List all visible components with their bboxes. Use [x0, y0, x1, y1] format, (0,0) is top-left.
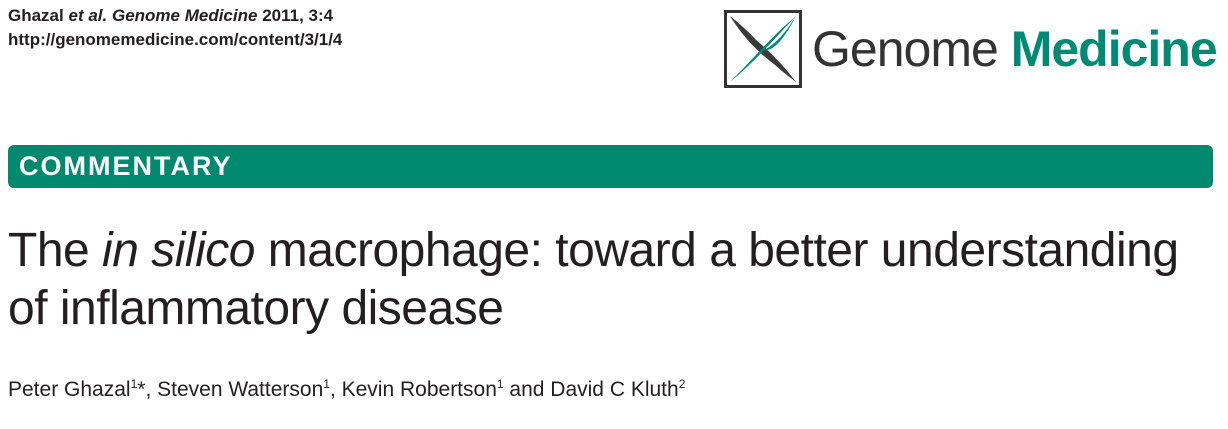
article-type-label: COMMENTARY — [19, 151, 233, 181]
journal-name: Genome Medicine — [812, 19, 1218, 79]
title-part2: macrophage: toward a better understandin… — [8, 224, 1179, 335]
author-list: Peter Ghazal1*, Steven Watterson1, Kevin… — [8, 376, 685, 404]
author-affiliation: 2 — [678, 377, 686, 391]
citation-et-al: et al. — [68, 6, 108, 25]
author-name[interactable]: Peter Ghazal — [8, 378, 131, 401]
citation-header: Ghazal et al. Genome Medicine 2011, 3:4 … — [8, 4, 342, 52]
article-type-banner: COMMENTARY — [8, 145, 1213, 188]
journal-name-word2: Medicine — [1010, 21, 1218, 77]
citation-year-volume: 2011, 3:4 — [262, 6, 334, 25]
title-italic: in silico — [102, 224, 255, 277]
corresponding-mark: * — [137, 378, 146, 401]
author-separator: and — [503, 378, 551, 401]
journal-logo: Genome Medicine — [724, 10, 1218, 88]
author-name[interactable]: Kevin Robertson — [341, 378, 497, 401]
title-part1: The — [8, 224, 103, 277]
author-affiliation: 1 — [496, 377, 504, 391]
author-separator: , — [145, 378, 158, 401]
author-separator: , — [329, 378, 342, 401]
journal-name-word1: Genome — [812, 21, 999, 77]
author-affiliation: 1 — [323, 377, 330, 391]
author-name[interactable]: David C Kluth — [550, 378, 679, 401]
citation-url[interactable]: http://genomemedicine.com/content/3/1/4 — [8, 30, 343, 49]
article-title: The in silico macrophage: toward a bette… — [8, 222, 1208, 338]
author-name[interactable]: Steven Watterson — [157, 378, 324, 401]
citation-author: Ghazal — [8, 6, 64, 25]
citation-journal: Genome Medicine — [111, 6, 258, 25]
citation-line: Ghazal et al. Genome Medicine 2011, 3:4 — [8, 4, 342, 28]
genome-medicine-logo-icon — [724, 10, 802, 88]
author-affiliation: 1 — [130, 377, 138, 391]
